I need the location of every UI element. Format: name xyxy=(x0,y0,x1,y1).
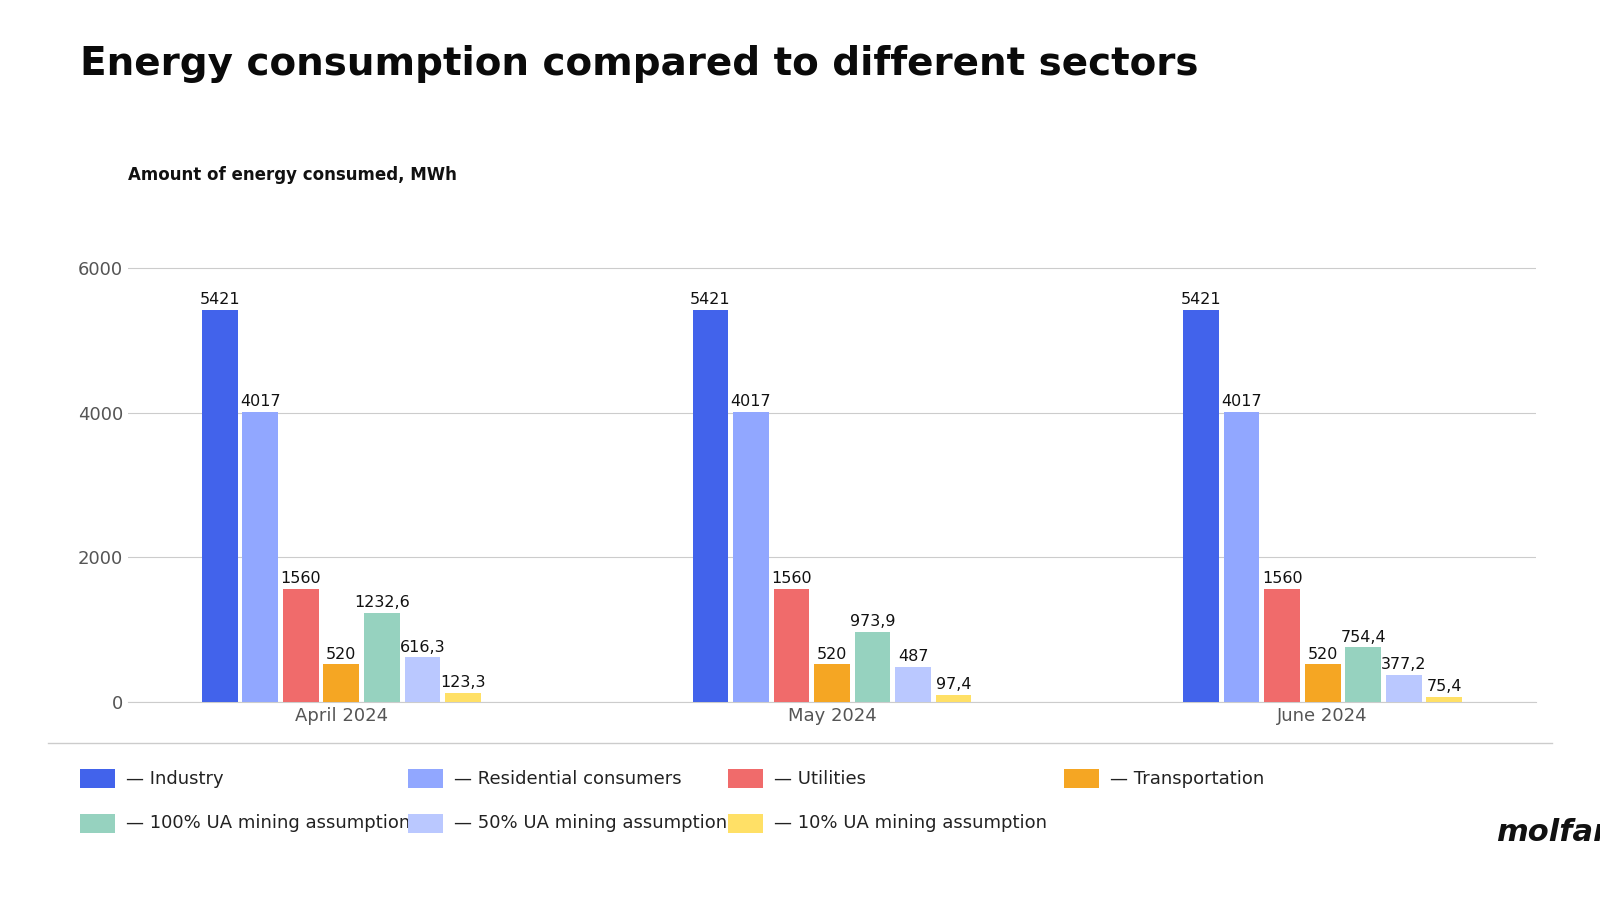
Text: 5421: 5421 xyxy=(1181,292,1221,307)
Text: 5421: 5421 xyxy=(200,292,240,307)
Bar xyxy=(774,590,810,702)
Text: 4017: 4017 xyxy=(240,394,280,409)
Text: 520: 520 xyxy=(326,646,357,662)
Text: 973,9: 973,9 xyxy=(850,614,896,629)
Bar xyxy=(243,411,278,702)
Bar xyxy=(1346,647,1381,702)
Text: 4017: 4017 xyxy=(731,394,771,409)
Text: 520: 520 xyxy=(818,646,846,662)
Text: — 10% UA mining assumption: — 10% UA mining assumption xyxy=(774,814,1048,832)
Text: 487: 487 xyxy=(898,649,928,664)
Bar xyxy=(365,613,400,702)
Bar xyxy=(1427,697,1462,702)
Text: 97,4: 97,4 xyxy=(936,677,971,692)
Bar xyxy=(693,310,728,702)
Text: 1560: 1560 xyxy=(771,572,811,587)
Bar xyxy=(405,658,440,702)
Text: — 100% UA mining assumption: — 100% UA mining assumption xyxy=(126,814,411,832)
Text: 75,4: 75,4 xyxy=(1427,679,1462,694)
Text: molfar: molfar xyxy=(1496,818,1600,847)
Text: — Transportation: — Transportation xyxy=(1110,770,1264,788)
Bar xyxy=(733,411,768,702)
Text: 123,3: 123,3 xyxy=(440,675,486,690)
Bar xyxy=(323,664,358,702)
Text: 616,3: 616,3 xyxy=(400,640,445,654)
Bar xyxy=(445,693,480,702)
Text: 754,4: 754,4 xyxy=(1341,630,1386,644)
Text: — 50% UA mining assumption: — 50% UA mining assumption xyxy=(454,814,728,832)
Text: Energy consumption compared to different sectors: Energy consumption compared to different… xyxy=(80,45,1198,83)
Text: 1560: 1560 xyxy=(280,572,322,587)
Text: — Utilities: — Utilities xyxy=(774,770,867,788)
Text: Amount of energy consumed, MWh: Amount of energy consumed, MWh xyxy=(128,166,458,184)
Text: 5421: 5421 xyxy=(690,292,731,307)
Bar xyxy=(202,310,237,702)
Bar xyxy=(283,590,318,702)
Text: 1232,6: 1232,6 xyxy=(354,595,410,610)
Bar xyxy=(936,695,971,702)
Bar xyxy=(896,667,931,702)
Bar xyxy=(1264,590,1299,702)
Bar xyxy=(1224,411,1259,702)
Bar xyxy=(854,632,890,702)
Text: 377,2: 377,2 xyxy=(1381,657,1427,671)
Text: 520: 520 xyxy=(1307,646,1338,662)
Text: — Industry: — Industry xyxy=(126,770,224,788)
Bar xyxy=(1184,310,1219,702)
Bar xyxy=(814,664,850,702)
Bar xyxy=(1306,664,1341,702)
Bar xyxy=(1386,675,1421,702)
Text: 4017: 4017 xyxy=(1221,394,1262,409)
Text: 1560: 1560 xyxy=(1262,572,1302,587)
Text: — Residential consumers: — Residential consumers xyxy=(454,770,682,788)
